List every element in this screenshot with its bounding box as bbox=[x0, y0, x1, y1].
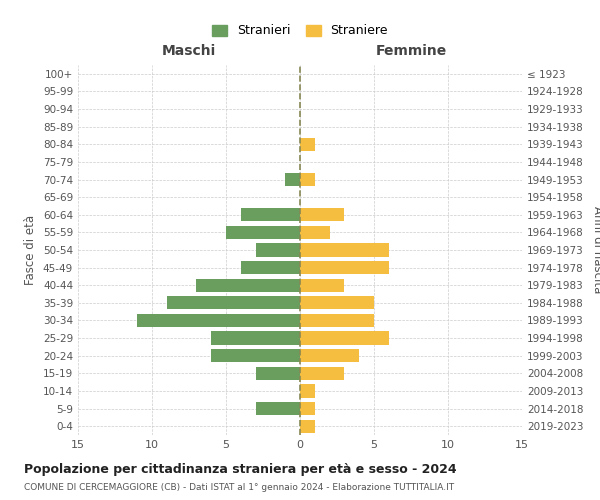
Bar bbox=[300, 208, 344, 222]
Bar bbox=[211, 332, 300, 344]
Bar bbox=[300, 314, 374, 327]
Bar bbox=[226, 226, 300, 239]
Bar bbox=[300, 296, 374, 310]
Bar bbox=[300, 138, 315, 151]
Text: COMUNE DI CERCEMAGGIORE (CB) - Dati ISTAT al 1° gennaio 2024 - Elaborazione TUTT: COMUNE DI CERCEMAGGIORE (CB) - Dati ISTA… bbox=[24, 484, 454, 492]
Bar bbox=[300, 261, 389, 274]
Text: Popolazione per cittadinanza straniera per età e sesso - 2024: Popolazione per cittadinanza straniera p… bbox=[24, 462, 457, 475]
Bar bbox=[167, 296, 300, 310]
Bar bbox=[300, 226, 329, 239]
Y-axis label: Fasce di età: Fasce di età bbox=[25, 215, 37, 285]
Bar bbox=[256, 402, 300, 415]
Bar bbox=[241, 261, 300, 274]
Bar bbox=[300, 384, 315, 398]
Bar bbox=[300, 173, 315, 186]
Bar bbox=[285, 173, 300, 186]
Bar bbox=[256, 244, 300, 256]
Bar bbox=[211, 349, 300, 362]
Bar bbox=[300, 332, 389, 344]
Bar bbox=[300, 244, 389, 256]
Bar bbox=[300, 402, 315, 415]
Bar bbox=[300, 278, 344, 292]
Bar bbox=[300, 349, 359, 362]
Bar bbox=[196, 278, 300, 292]
Text: Femmine: Femmine bbox=[376, 44, 446, 58]
Bar bbox=[300, 420, 315, 433]
Y-axis label: Anni di nascita: Anni di nascita bbox=[590, 206, 600, 294]
Legend: Stranieri, Straniere: Stranieri, Straniere bbox=[207, 20, 393, 42]
Bar bbox=[137, 314, 300, 327]
Bar bbox=[300, 366, 344, 380]
Bar bbox=[256, 366, 300, 380]
Bar bbox=[241, 208, 300, 222]
Text: Maschi: Maschi bbox=[162, 44, 216, 58]
